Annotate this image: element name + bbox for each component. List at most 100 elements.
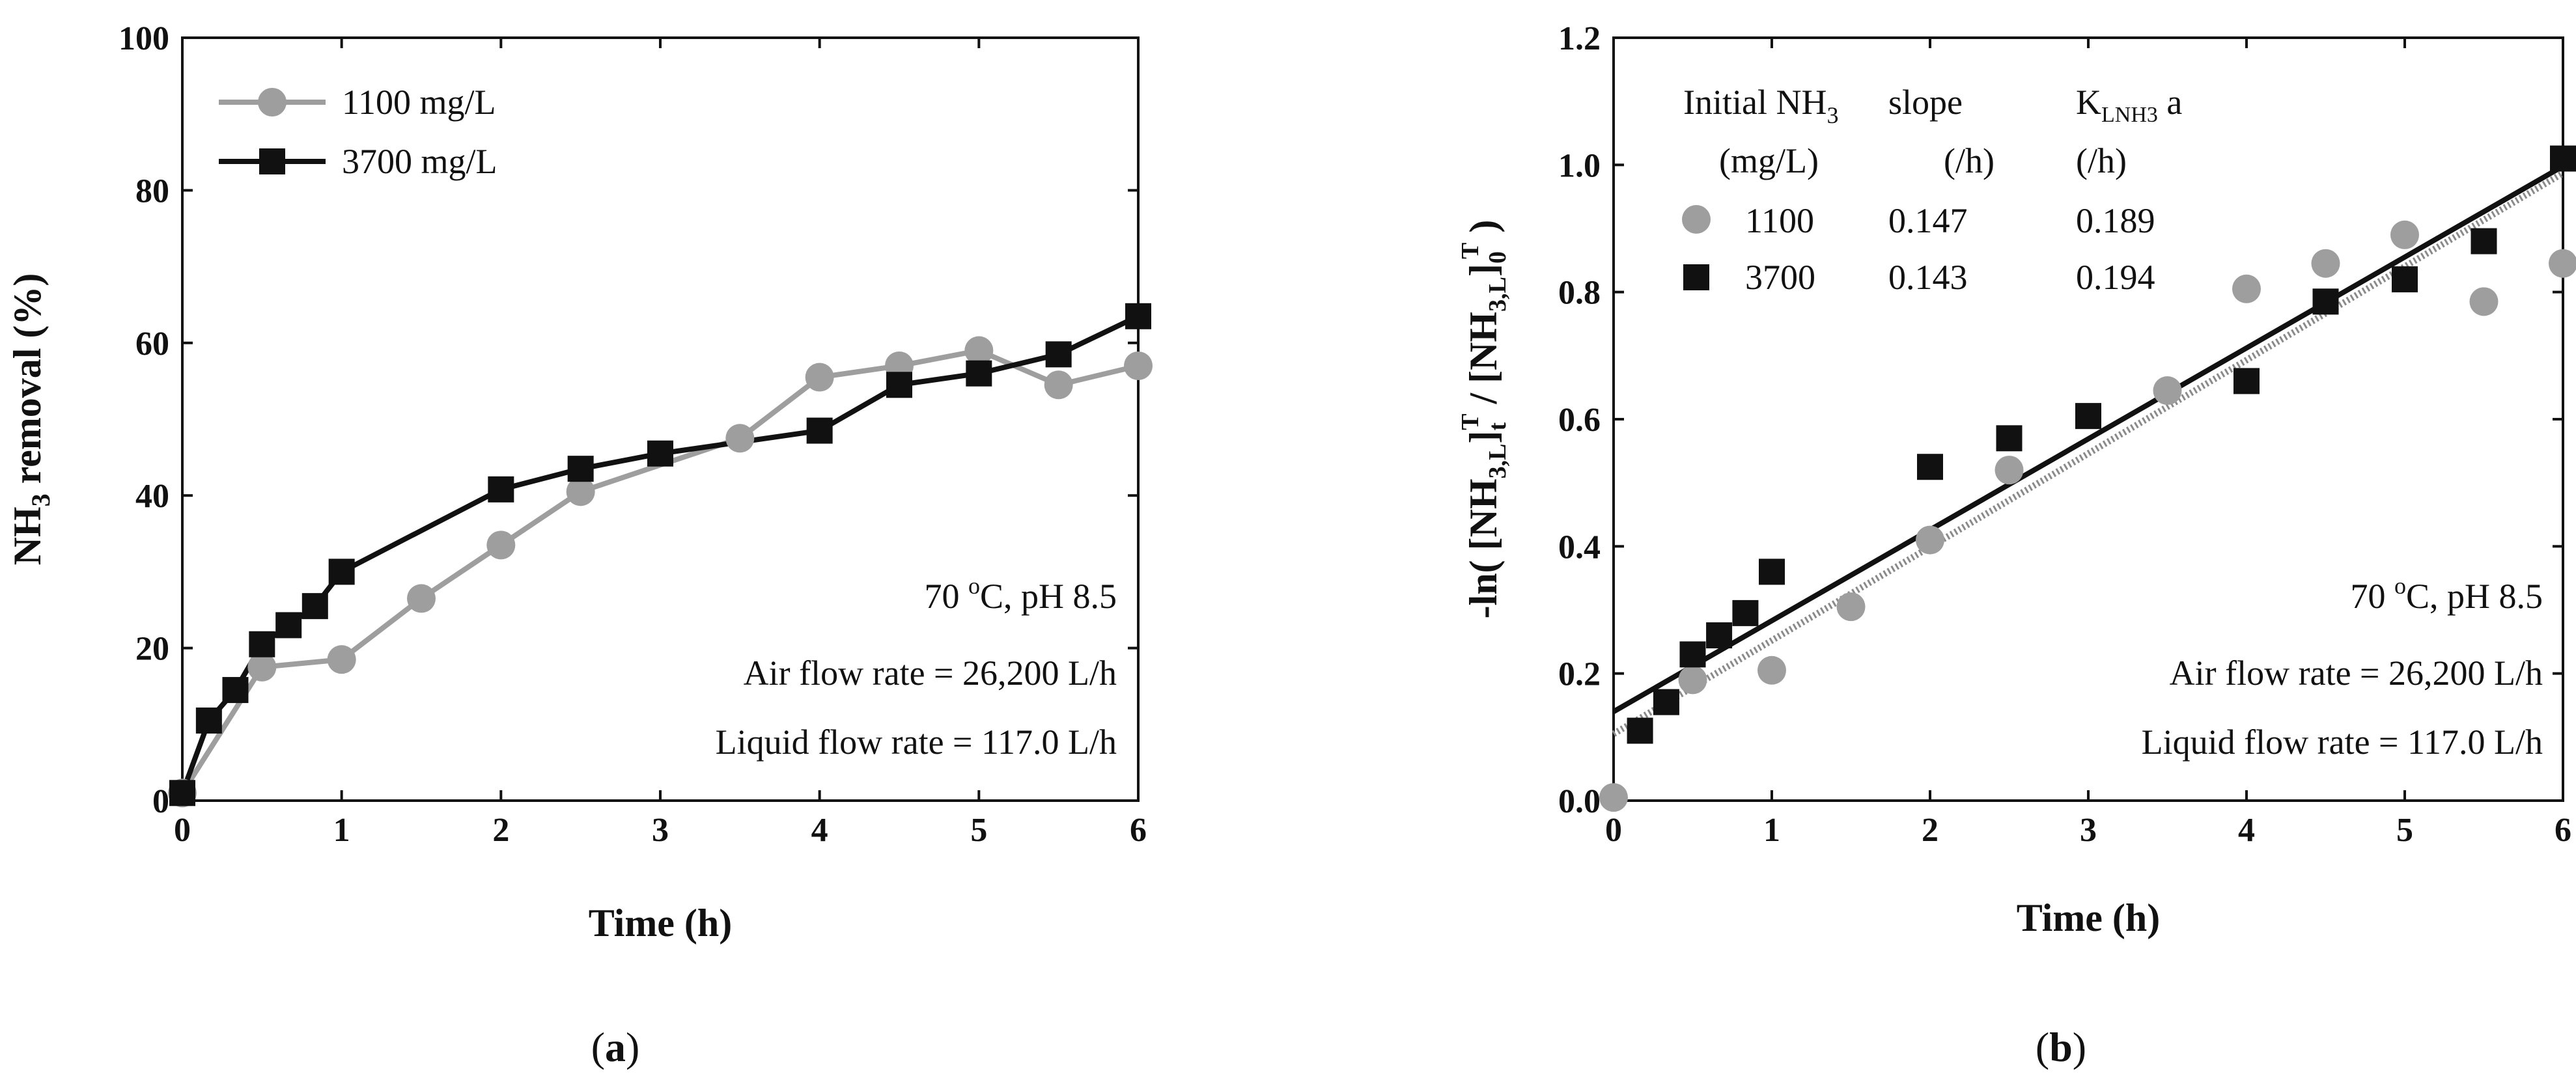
legend-kla-3700: 0.194 [2076,258,2155,297]
y-tick-label: 0.8 [1558,275,1601,312]
y-tick-label: 60 [135,325,169,363]
legend-header-units-2: (/h) [1944,141,1995,180]
x-axis-title-a: Time (h) [589,902,733,944]
legend-initial-1100: 1100 [1745,201,1814,240]
x-tick-label: 3 [2080,812,2097,849]
lines-a [180,314,1140,795]
annotation-conditions-b: 70 oC, pH 8.5 [2350,573,2543,616]
data-point-3700 [2550,145,2576,172]
data-point-1100 [2232,274,2261,303]
data-point-1100-mg-l [566,477,595,506]
data-point-3700-mg-l [169,780,195,806]
data-point-1100-mg-l [327,645,356,674]
x-tick-label: 0 [174,812,191,849]
legend-b: Initial NH3 (mg/L) slope (/h) KLNH3 a (/… [1682,83,2182,297]
legend-header-units-3: (/h) [2076,141,2127,180]
legend-a: 1100 mg/L 3700 mg/L [219,83,497,181]
data-point-1100 [2153,376,2182,406]
data-point-3700 [1627,717,1653,744]
y-tick-label: 0.0 [1558,783,1601,820]
y-tick-label: 40 [135,478,169,515]
data-point-3700-mg-l [488,476,514,503]
y-tick-label: 1.0 [1558,147,1601,184]
x-tick-label: 4 [811,812,828,849]
legend-slope-3700: 0.143 [1888,258,1968,297]
x-tick-label: 2 [492,812,509,849]
data-point-1100 [1599,783,1628,812]
panel-b: 0 1 2 3 4 5 6 0.0 0.2 0.4 0.6 0.8 1.0 1.2 -ln( [NH3,L… [1457,20,2576,1070]
data-point-1100-mg-l [247,652,277,682]
y-tick-label: 0.2 [1558,656,1601,693]
data-point-3700-mg-l [301,593,328,620]
data-point-1100 [2311,249,2340,278]
annotation-liquid-flow-b: Liquid flow rate = 117.0 L/h [2142,723,2543,762]
data-point-3700-mg-l [275,612,302,639]
data-point-3700-mg-l [328,558,355,585]
x-tick-label: 5 [970,812,987,849]
data-point-3700-mg-l [1125,303,1151,329]
y-axis-title-b: -ln( [NH3,L]tT / [NH3,L]0T ) [1457,220,1511,619]
data-point-1100 [1836,592,1866,622]
data-point-3700-mg-l [966,360,992,387]
data-point-1100 [1678,665,1707,695]
legend-marker-3700 [259,148,285,174]
data-point-3700-mg-l [647,440,673,467]
panel-caption-b: (b) [2036,1024,2086,1070]
legend-header-initial: Initial NH3 [1683,83,1838,128]
y-tick-label: 80 [135,172,169,210]
y-tick-label: 0.4 [1558,529,1601,566]
y-tick-label: 100 [119,20,169,57]
x-tick-label: 1 [333,812,350,849]
data-point-3700 [1653,689,1679,715]
data-point-1100-mg-l [725,424,755,453]
data-point-3700 [1679,641,1706,668]
data-point-3700-mg-l [806,417,833,444]
x-tick-label: 6 [1130,812,1147,849]
data-point-3700 [1706,622,1733,649]
fit-line-3700 [1612,163,2564,714]
data-point-3700-mg-l [195,707,222,734]
data-point-3700 [2392,266,2418,293]
data-point-1100-mg-l [1044,370,1073,400]
data-point-3700-mg-l [567,456,594,482]
data-point-3700-mg-l [886,372,912,398]
legend-header-units-1: (mg/L) [1719,141,1819,180]
data-point-1100 [2469,287,2499,316]
y-tick-label: 20 [135,631,169,668]
data-point-1100 [2549,249,2576,278]
x-tick-label: 6 [2555,812,2571,849]
y-tick-label: 1.2 [1558,20,1601,57]
x-tick-label: 2 [1922,812,1939,849]
data-point-1100 [1757,655,1786,685]
data-point-3700 [1732,600,1759,626]
annotation-liquid-flow-a: Liquid flow rate = 117.0 L/h [716,723,1117,762]
x-axis-title-b: Time (h) [2017,896,2161,939]
ticks-b: 0 1 2 3 4 5 6 0.0 0.2 0.4 0.6 0.8 1.0 1.2 [1558,20,2571,849]
data-point-3700 [2233,368,2260,394]
legend-label-1100: 1100 mg/L [342,83,496,122]
fit-line-1100 [1612,170,2565,737]
data-point-1100-mg-l [964,336,994,365]
data-point-1100-mg-l [805,363,834,392]
y-axis-title-a: NH3 removal (%) [6,273,55,566]
series-line-3700-mg-l [180,314,1140,794]
x-tick-label: 5 [2396,812,2413,849]
data-point-3700 [2471,228,2497,255]
data-point-3700 [1759,558,1785,585]
data-point-1100 [1916,525,1944,555]
y-tick-label: 0.6 [1558,402,1601,439]
legend-label-3700: 3700 mg/L [342,142,497,181]
data-point-3700-mg-l [222,677,249,704]
data-point-3700 [2075,403,2101,430]
legend-initial-3700: 3700 [1745,258,1815,297]
data-point-1100 [2390,220,2419,249]
x-tick-label: 0 [1605,812,1622,849]
data-point-3700 [2312,288,2339,315]
legend-marker-1100-b [1682,205,1711,234]
legend-header-slope: slope [1888,83,1963,122]
data-point-3700 [1917,454,1943,480]
annotation-air-flow-b: Air flow rate = 26,200 L/h [2170,654,2543,693]
data-point-1100-mg-l [1124,351,1153,380]
